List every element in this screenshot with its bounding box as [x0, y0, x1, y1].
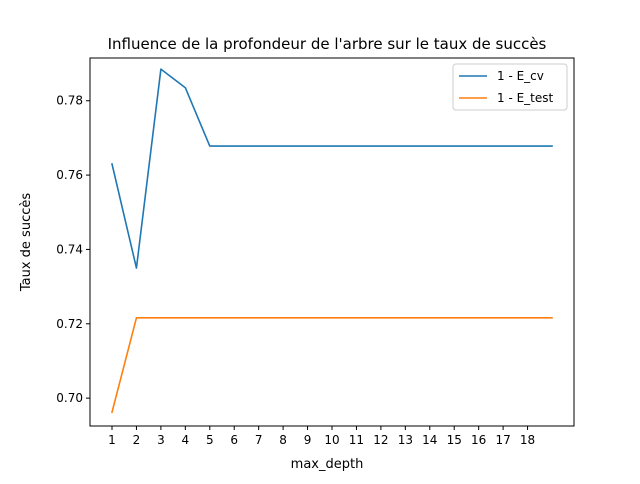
x-tick-label: 4 — [182, 433, 190, 447]
legend: 1 - E_cv 1 - E_test — [452, 63, 568, 111]
x-tick-label: 18 — [520, 433, 535, 447]
plot-area-frame — [89, 57, 575, 427]
y-axis-ticks: 0.70 0.72 0.74 0.76 0.78 — [56, 94, 90, 405]
x-axis-label: max_depth — [291, 457, 364, 472]
x-tick-label: 16 — [471, 433, 486, 447]
x-tick-label: 1 — [108, 433, 116, 447]
x-tick-label: 7 — [255, 433, 263, 447]
x-axis-ticks: 1 2 3 4 5 6 7 8 9 10 11 12 13 14 15 16 17 18 — [108, 426, 535, 447]
x-tick-label: 15 — [447, 433, 462, 447]
legend-label-1: 1 - E_test — [497, 91, 554, 105]
chart-title: Influence de la profondeur de l'arbre su… — [108, 35, 547, 53]
series-line-1 — [111, 317, 553, 414]
x-tick-label: 3 — [157, 433, 165, 447]
y-tick-label: 0.70 — [56, 391, 83, 405]
legend-label-0: 1 - E_cv — [497, 69, 544, 83]
y-tick-label: 0.74 — [56, 242, 83, 256]
x-tick-label: 13 — [398, 433, 413, 447]
x-tick-label: 8 — [279, 433, 287, 447]
x-tick-label: 10 — [324, 433, 339, 447]
x-tick-label: 11 — [349, 433, 364, 447]
series-lines — [111, 68, 553, 414]
x-tick-label: 12 — [373, 433, 388, 447]
x-tick-label: 6 — [230, 433, 238, 447]
y-tick-label: 0.72 — [56, 317, 83, 331]
x-tick-label: 14 — [422, 433, 437, 447]
x-tick-label: 9 — [304, 433, 312, 447]
y-tick-label: 0.78 — [56, 94, 83, 108]
x-tick-label: 17 — [495, 433, 510, 447]
series-line-0 — [111, 68, 553, 269]
x-tick-label: 2 — [133, 433, 141, 447]
y-axis-label: Taux de succès — [19, 193, 34, 293]
y-tick-label: 0.76 — [56, 168, 83, 182]
x-tick-label: 5 — [206, 433, 214, 447]
